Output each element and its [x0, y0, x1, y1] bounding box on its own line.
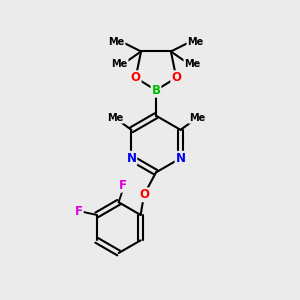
Text: Me: Me	[107, 113, 123, 123]
Text: Me: Me	[189, 113, 205, 123]
Text: N: N	[126, 152, 136, 165]
Text: O: O	[131, 71, 141, 84]
Text: B: B	[152, 84, 160, 97]
Text: F: F	[119, 179, 127, 192]
Text: Me: Me	[187, 38, 203, 47]
Text: Me: Me	[108, 38, 125, 47]
Text: O: O	[171, 71, 181, 84]
Text: F: F	[75, 206, 83, 218]
Text: Me: Me	[184, 59, 200, 69]
Text: N: N	[176, 152, 185, 165]
Text: Me: Me	[111, 59, 128, 69]
Text: O: O	[139, 188, 149, 201]
